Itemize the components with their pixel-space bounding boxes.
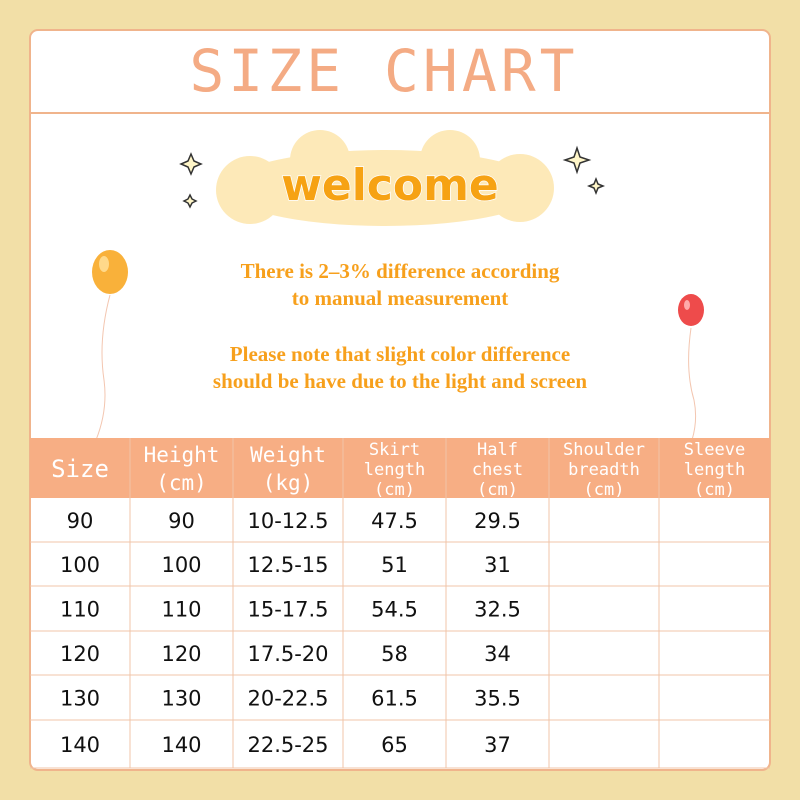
column-header: Half bbox=[477, 440, 518, 460]
cell: 10-12.5 bbox=[247, 509, 328, 533]
cell: 51 bbox=[381, 553, 408, 577]
cell: 20-22.5 bbox=[247, 687, 328, 711]
cell: 54.5 bbox=[371, 598, 418, 622]
cell: 100 bbox=[161, 553, 201, 577]
column-header: breadth bbox=[568, 460, 640, 480]
cell: 100 bbox=[60, 553, 100, 577]
cell: 37 bbox=[484, 733, 511, 757]
cell: 34 bbox=[484, 642, 511, 666]
column-header: Sleeve bbox=[684, 440, 745, 460]
header-band bbox=[30, 438, 770, 498]
note-line: to manual measurement bbox=[292, 286, 509, 310]
title: SIZE CHART bbox=[189, 37, 578, 105]
column-header: (cm) bbox=[156, 471, 207, 495]
cell: 130 bbox=[60, 687, 100, 711]
column-header: chest bbox=[472, 460, 523, 480]
balloon-orange bbox=[92, 250, 128, 441]
column-header: Size bbox=[51, 455, 109, 483]
cell: 65 bbox=[381, 733, 408, 757]
stars bbox=[179, 145, 606, 209]
column-header: (cm) bbox=[374, 480, 415, 500]
column-header: (kg) bbox=[263, 471, 314, 495]
cell: 35.5 bbox=[474, 687, 521, 711]
welcome-cloud bbox=[216, 130, 554, 226]
column-header: Skirt bbox=[369, 440, 420, 460]
cell: 61.5 bbox=[371, 687, 418, 711]
cell: 31 bbox=[484, 553, 511, 577]
cell: 110 bbox=[161, 598, 201, 622]
column-header: length bbox=[364, 460, 425, 480]
column-header: Height bbox=[144, 443, 220, 467]
cell: 130 bbox=[161, 687, 201, 711]
cell: 22.5-25 bbox=[247, 733, 328, 757]
column-header: Weight bbox=[250, 443, 326, 467]
cell: 15-17.5 bbox=[247, 598, 328, 622]
cell: 90 bbox=[168, 509, 195, 533]
column-header: length bbox=[684, 460, 745, 480]
cell: 32.5 bbox=[474, 598, 521, 622]
cell: 12.5-15 bbox=[247, 553, 328, 577]
cell: 140 bbox=[161, 733, 201, 757]
cell: 58 bbox=[381, 642, 408, 666]
note-line: should be have due to the light and scre… bbox=[213, 369, 587, 393]
cell: 90 bbox=[67, 509, 94, 533]
column-header: Shoulder bbox=[563, 440, 645, 460]
balloon-red bbox=[678, 294, 704, 441]
note-line: Please note that slight color difference bbox=[230, 342, 570, 366]
cell: 140 bbox=[60, 733, 100, 757]
cell: 47.5 bbox=[371, 509, 418, 533]
cell: 120 bbox=[60, 642, 100, 666]
column-header: (cm) bbox=[694, 480, 735, 500]
cell: 110 bbox=[60, 598, 100, 622]
note-line: There is 2–3% difference according bbox=[241, 259, 560, 283]
column-header: (cm) bbox=[584, 480, 625, 500]
cell: 120 bbox=[161, 642, 201, 666]
card bbox=[29, 29, 771, 771]
cell: 17.5-20 bbox=[247, 642, 328, 666]
welcome-text: welcome bbox=[281, 160, 499, 211]
cell: 29.5 bbox=[474, 509, 521, 533]
column-header: (cm) bbox=[477, 480, 518, 500]
